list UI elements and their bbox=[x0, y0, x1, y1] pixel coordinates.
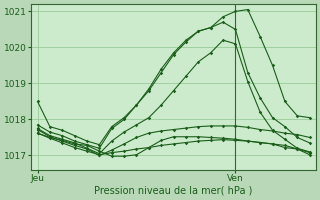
X-axis label: Pression niveau de la mer( hPa ): Pression niveau de la mer( hPa ) bbox=[94, 186, 253, 196]
